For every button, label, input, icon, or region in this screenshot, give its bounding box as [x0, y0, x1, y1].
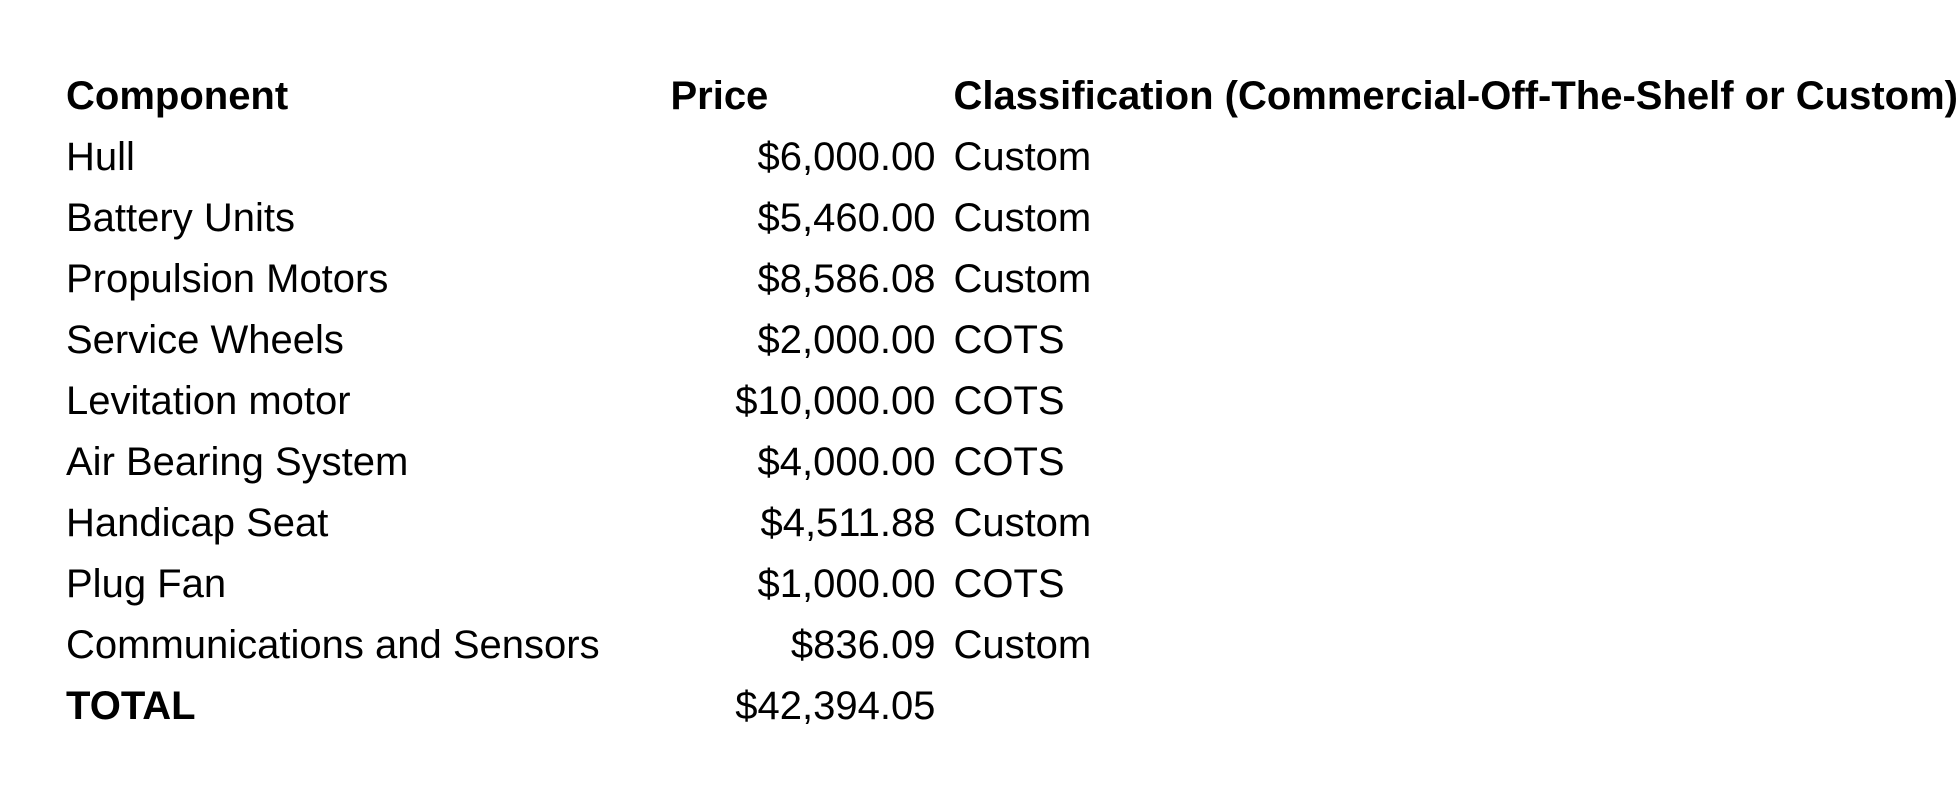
table-header-row: Component Price Classification (Commerci… — [66, 66, 1958, 127]
component-classification: Custom — [953, 623, 1092, 667]
total-price: $42,394.05 — [735, 684, 936, 728]
component-price: $4,511.88 — [760, 501, 936, 545]
total-row: TOTAL $42,394.05 — [66, 676, 1958, 737]
header-component: Component — [66, 74, 289, 118]
table-row: Hull $6,000.00 Custom — [66, 127, 1958, 188]
component-cost-table-container: Component Price Classification (Commerci… — [66, 66, 1958, 737]
component-price: $6,000.00 — [757, 135, 936, 179]
component-name: Levitation motor — [66, 379, 351, 423]
component-classification: COTS — [953, 318, 1065, 362]
total-label: TOTAL — [66, 684, 196, 728]
component-name: Propulsion Motors — [66, 257, 389, 301]
table-row: Plug Fan $1,000.00 COTS — [66, 554, 1958, 615]
component-price: $1,000.00 — [757, 562, 936, 606]
component-name: Handicap Seat — [66, 501, 329, 545]
component-name: Hull — [66, 135, 135, 179]
table-row: Levitation motor $10,000.00 COTS — [66, 371, 1958, 432]
component-price: $836.09 — [790, 623, 936, 667]
component-name: Battery Units — [66, 196, 295, 240]
component-price: $8,586.08 — [757, 257, 936, 301]
component-name: Service Wheels — [66, 318, 344, 362]
component-classification: Custom — [953, 257, 1092, 301]
table-row: Handicap Seat $4,511.88 Custom — [66, 493, 1958, 554]
component-classification: COTS — [953, 379, 1065, 423]
component-classification: Custom — [953, 501, 1092, 545]
header-price: Price — [670, 74, 769, 118]
component-classification: Custom — [953, 135, 1092, 179]
component-name: Plug Fan — [66, 562, 227, 606]
component-classification: COTS — [953, 562, 1065, 606]
component-price: $2,000.00 — [757, 318, 936, 362]
table-row: Air Bearing System $4,000.00 COTS — [66, 432, 1958, 493]
component-classification: Custom — [953, 196, 1092, 240]
component-name: Air Bearing System — [66, 440, 409, 484]
table-row: Service Wheels $2,000.00 COTS — [66, 310, 1958, 371]
component-cost-table: Component Price Classification (Commerci… — [66, 66, 1958, 737]
total-classification-empty — [953, 676, 1958, 737]
table-row: Propulsion Motors $8,586.08 Custom — [66, 249, 1958, 310]
component-price: $10,000.00 — [735, 379, 936, 423]
component-name: Communications and Sensors — [66, 623, 600, 667]
header-classification: Classification (Commercial-Off-The-Shelf… — [953, 74, 1958, 118]
component-price: $4,000.00 — [757, 440, 936, 484]
table-row: Communications and Sensors $836.09 Custo… — [66, 615, 1958, 676]
component-classification: COTS — [953, 440, 1065, 484]
component-price: $5,460.00 — [757, 196, 936, 240]
table-row: Battery Units $5,460.00 Custom — [66, 188, 1958, 249]
